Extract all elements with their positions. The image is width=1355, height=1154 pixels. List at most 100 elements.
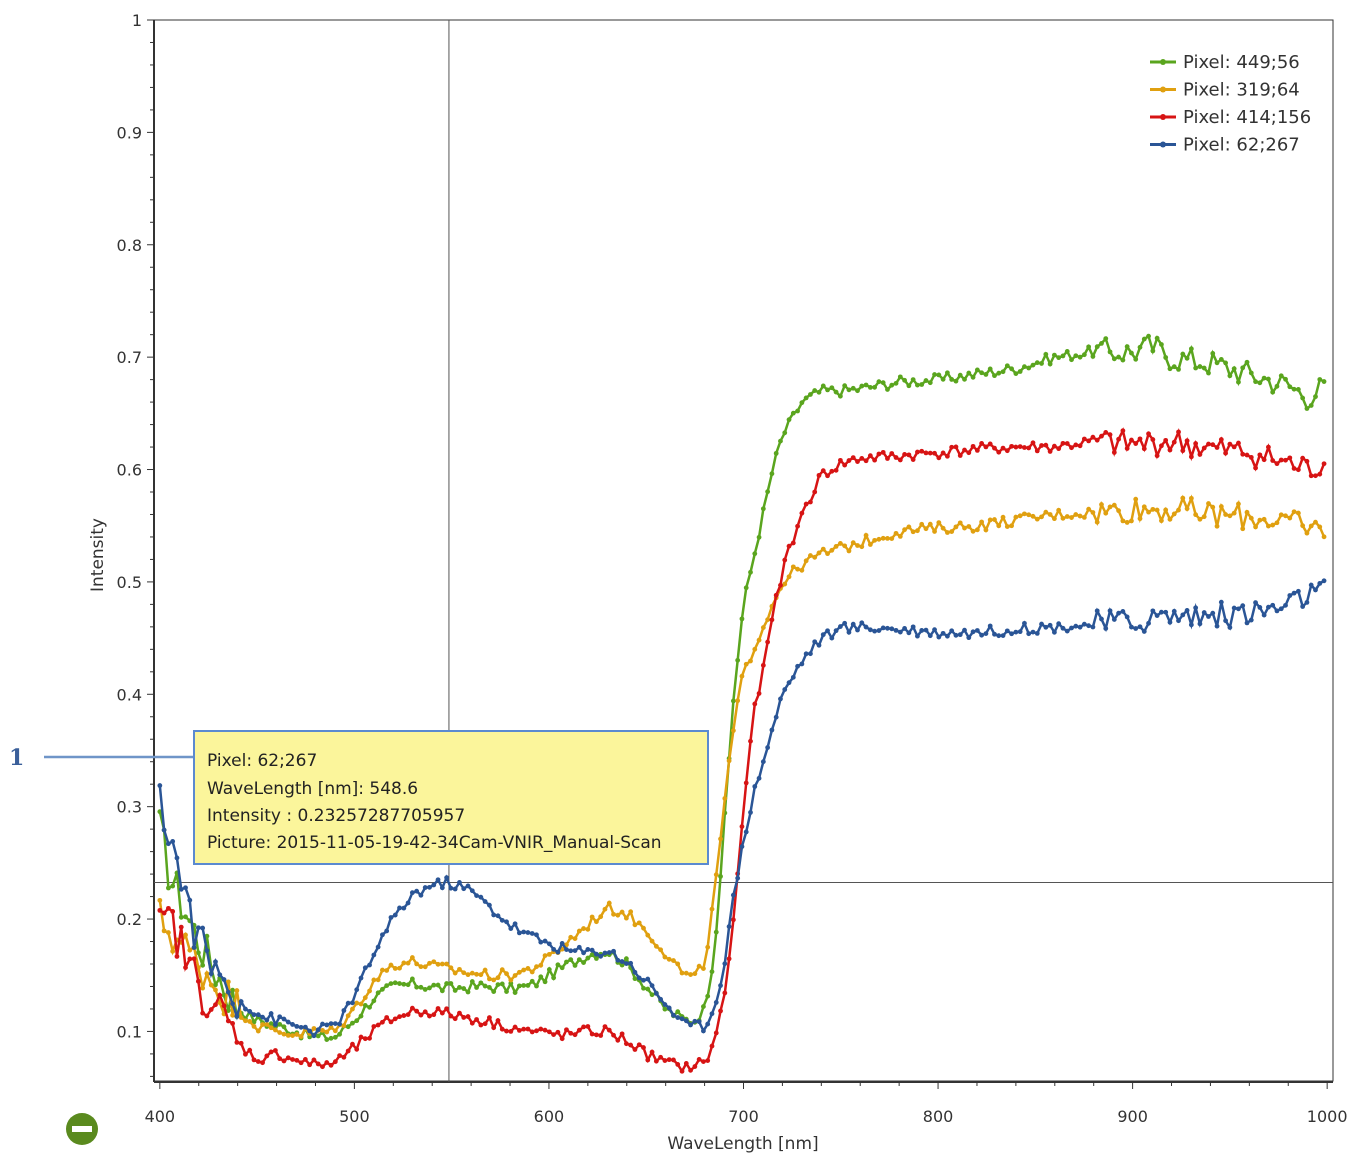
data-point [328, 1062, 334, 1068]
data-point [294, 1032, 300, 1037]
data-point [1081, 621, 1087, 627]
data-point [786, 417, 792, 423]
data-point [859, 620, 865, 626]
data-point [1154, 613, 1160, 618]
data-point [1184, 355, 1190, 361]
data-point [311, 1033, 317, 1039]
data-point [525, 930, 531, 935]
crosshair [154, 20, 1333, 1082]
data-point [273, 1048, 278, 1053]
data-point [1017, 629, 1023, 635]
data-point [701, 1004, 706, 1009]
data-point [1287, 593, 1293, 598]
data-point [1060, 625, 1066, 631]
data-point [380, 986, 385, 992]
data-point [1257, 380, 1263, 386]
data-point [1013, 629, 1019, 635]
data-point [487, 976, 492, 982]
data-point [1206, 370, 1211, 376]
data-point [902, 377, 907, 383]
data-point [1073, 623, 1079, 629]
data-point [846, 458, 852, 463]
data-point [439, 961, 445, 967]
data-point [1300, 523, 1306, 529]
data-point [589, 914, 595, 920]
data-point [504, 989, 509, 994]
data-point [992, 517, 997, 522]
data-point [277, 1056, 283, 1062]
data-point [1244, 452, 1250, 458]
data-point [444, 1006, 450, 1012]
data-point [375, 977, 381, 983]
data-point [748, 569, 753, 575]
data-point [576, 928, 582, 934]
data-point [992, 445, 997, 451]
data-point [435, 961, 441, 967]
data-point [234, 1014, 240, 1019]
data-point [893, 530, 899, 536]
data-point [1030, 362, 1036, 368]
data-point [885, 387, 890, 392]
data-point [876, 379, 882, 385]
data-point [756, 534, 762, 540]
data-point [949, 377, 955, 382]
data-point [1073, 353, 1079, 359]
data-point [1248, 370, 1254, 376]
data-point [401, 960, 407, 966]
data-point [850, 385, 856, 391]
data-point [1124, 446, 1130, 451]
data-point [392, 980, 398, 986]
data-point [641, 985, 646, 991]
data-point [713, 1000, 719, 1005]
data-point [384, 928, 390, 934]
data-point [923, 450, 929, 456]
data-point [1291, 509, 1297, 515]
data-point [281, 1016, 287, 1022]
data-point [820, 468, 826, 474]
data-point [863, 382, 869, 388]
data-point [371, 1024, 377, 1029]
data-point [671, 1012, 676, 1018]
data-point [615, 957, 621, 963]
data-point [1137, 624, 1143, 630]
data-point [1094, 344, 1100, 350]
data-point [1163, 355, 1169, 360]
data-point [1150, 608, 1156, 614]
data-point [1133, 356, 1139, 362]
data-point [576, 1027, 582, 1033]
data-point [641, 1045, 646, 1050]
data-point [927, 450, 933, 456]
legend-label: Pixel: 62;267 [1183, 135, 1300, 156]
data-point [534, 932, 539, 938]
data-point [1295, 387, 1301, 392]
data-point [1231, 605, 1237, 611]
data-point [872, 537, 878, 543]
data-point [1116, 610, 1122, 616]
data-point [213, 959, 218, 965]
data-point [1206, 614, 1211, 619]
data-point [1141, 336, 1147, 342]
data-point [1167, 447, 1173, 453]
data-point [431, 959, 437, 965]
data-point [992, 631, 997, 637]
minus-circle-icon[interactable] [66, 1113, 98, 1145]
data-point [1244, 509, 1250, 515]
data-point [439, 988, 445, 994]
data-point [1099, 502, 1104, 507]
y-tick-label: 0.9 [117, 123, 142, 142]
data-point [435, 1006, 441, 1011]
data-point [1171, 364, 1177, 370]
data-point [1060, 440, 1066, 446]
data-point [773, 592, 779, 598]
data-point [1133, 441, 1139, 446]
data-point [880, 380, 886, 386]
data-point [833, 389, 839, 395]
data-point [786, 574, 792, 580]
y-tick-label: 0.3 [117, 798, 142, 817]
data-point [1304, 600, 1310, 605]
data-point [675, 1015, 681, 1020]
data-point [204, 948, 210, 954]
data-point [645, 932, 651, 938]
data-point [555, 949, 561, 955]
data-point [1197, 516, 1203, 522]
